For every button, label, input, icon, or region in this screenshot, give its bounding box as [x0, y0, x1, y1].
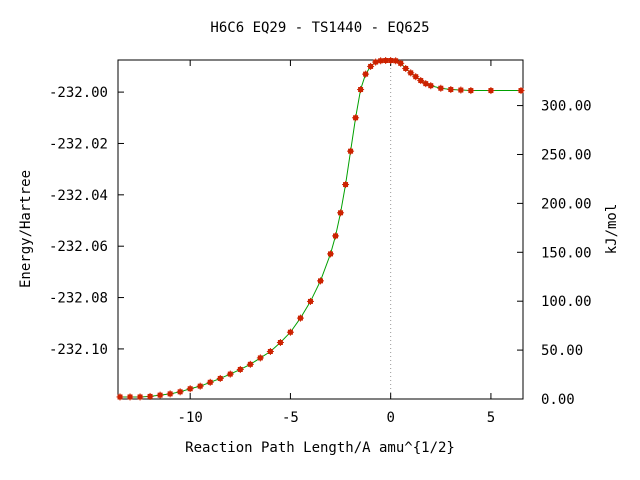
data-point [367, 62, 375, 70]
markers-layer [116, 57, 525, 401]
data-point [176, 388, 184, 396]
data-point [306, 297, 314, 305]
data-point [407, 69, 415, 77]
x-tick-label: 0 [386, 410, 394, 426]
x-tick-label: 5 [487, 410, 495, 426]
data-point [317, 277, 324, 285]
data-point [347, 147, 355, 155]
data-point [116, 393, 124, 401]
data-point [392, 57, 400, 65]
data-point [447, 86, 455, 94]
data-point [372, 58, 380, 66]
y2-axis-label: kJ/mol [604, 204, 620, 255]
axis-ticks [118, 60, 523, 400]
chart-title: H6C6 EQ29 - TS1440 - EQ625 [210, 20, 429, 36]
data-point [337, 209, 345, 217]
data-point [397, 59, 405, 67]
y-tick-label: -232.02 [49, 136, 108, 152]
data-point [186, 385, 194, 393]
data-point [402, 64, 410, 72]
data-point [296, 314, 304, 322]
y2-tick-label: 250.00 [541, 147, 592, 163]
data-point [457, 86, 465, 94]
tick-labels: -10 -5 0 5 -232.00 -232.02 -232.04 -232.06 -232.… [49, 85, 592, 426]
data-point [427, 82, 435, 90]
data-point [517, 87, 525, 95]
data-point [136, 393, 144, 401]
data-point [266, 347, 274, 355]
y-tick-label: -232.04 [49, 188, 108, 204]
y-tick-label: -232.00 [49, 85, 108, 101]
y-axis-label: Energy/Hartree [18, 170, 34, 288]
data-point [437, 84, 445, 92]
data-point [362, 70, 370, 78]
x-tick-label: -10 [178, 410, 203, 426]
data-point [156, 391, 164, 399]
x-axis-label: Reaction Path Length/A amu^{1/2} [185, 440, 455, 456]
series-layer [120, 60, 521, 398]
plot-frame [117, 59, 524, 400]
data-point [342, 181, 350, 189]
y-tick-label: -232.08 [49, 291, 108, 307]
data-point [226, 370, 234, 378]
plot-border [117, 59, 524, 400]
data-point [332, 232, 340, 240]
data-point [422, 80, 430, 88]
data-point [352, 114, 360, 122]
data-point [206, 378, 214, 386]
series-line [120, 60, 521, 398]
data-point [246, 360, 254, 368]
y-tick-label: -232.06 [49, 239, 108, 255]
data-point [467, 87, 475, 95]
data-point [216, 374, 224, 382]
data-point [276, 339, 284, 346]
data-point [412, 73, 420, 81]
y2-tick-label: 100.00 [541, 294, 592, 310]
x-tick-label: -5 [282, 410, 299, 426]
y2-tick-label: 50.00 [541, 343, 583, 359]
y2-tick-label: 150.00 [541, 245, 592, 261]
y2-tick-label: 200.00 [541, 196, 592, 212]
y-tick-label: -232.10 [49, 342, 108, 358]
y2-tick-label: 0.00 [541, 392, 575, 408]
data-point [417, 77, 425, 85]
data-point [126, 393, 134, 401]
data-point [236, 365, 244, 373]
data-point [487, 87, 495, 95]
data-point [146, 392, 154, 400]
y2-tick-label: 300.00 [541, 99, 592, 115]
data-point [327, 250, 335, 258]
data-point [166, 390, 174, 398]
data-point [286, 328, 294, 336]
data-point [256, 354, 264, 362]
data-point [196, 382, 204, 390]
data-point [357, 86, 365, 94]
